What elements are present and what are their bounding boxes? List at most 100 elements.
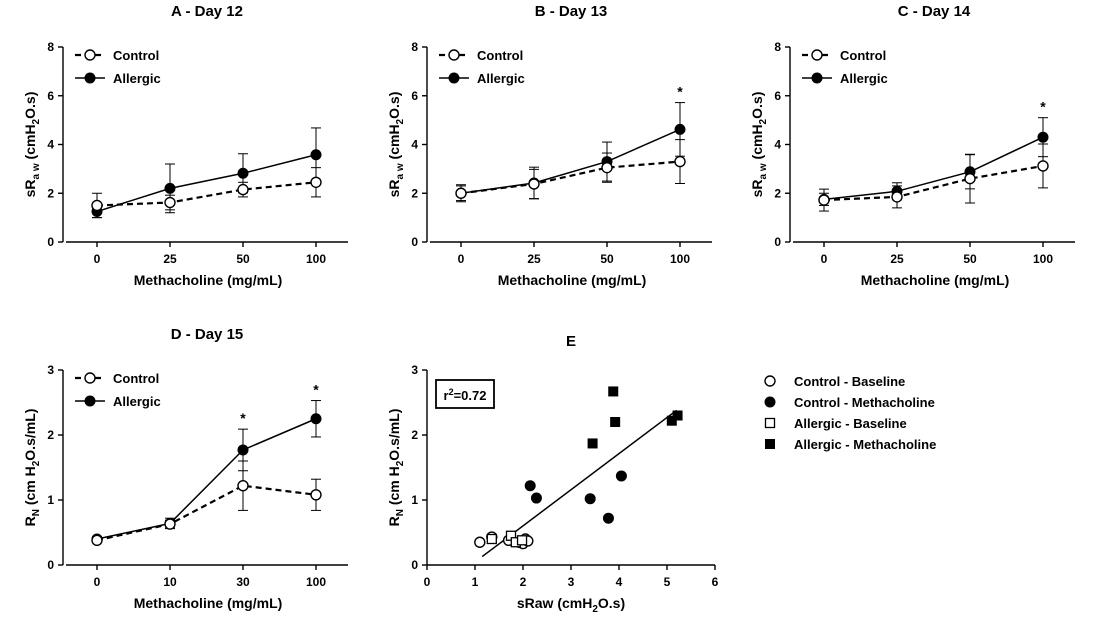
y-tick-label: 4 (774, 138, 781, 152)
series-allergic (91, 400, 322, 545)
y-tick-label: 0 (774, 235, 781, 249)
y-tick-label: 0 (411, 235, 418, 249)
r-squared-box (435, 379, 495, 409)
y-tick-label: 6 (774, 89, 781, 103)
panel-title: D - Day 15 (171, 326, 244, 343)
legend-marker (765, 439, 775, 449)
data-point (601, 161, 613, 174)
data-point (237, 444, 249, 456)
data-point (486, 533, 497, 545)
y-axis-label: sRa w (cmH2O.s) (386, 92, 406, 198)
series-allergic (455, 102, 686, 202)
x-tick-label: 100 (670, 252, 690, 266)
x-tick-label: 2 (520, 575, 527, 589)
legend-marker (84, 372, 96, 384)
series-control-methacholine (524, 470, 627, 524)
legend: Control Allergic (75, 48, 161, 86)
series-allergic (818, 117, 1049, 206)
data-point (818, 194, 830, 206)
data-point (310, 489, 322, 501)
significance-star: * (313, 382, 319, 398)
data-point (164, 196, 176, 209)
legend-label: Control (113, 48, 159, 63)
legend: Control Allergic (802, 48, 888, 86)
y-tick-label: 8 (774, 40, 781, 54)
panel-title: B - Day 13 (535, 3, 608, 20)
y-tick-label: 2 (411, 186, 418, 200)
data-point (584, 493, 596, 505)
x-tick-label: 4 (616, 575, 623, 589)
y-axis-label: sRa w (cmH2O.s) (749, 92, 769, 198)
legend-marker (84, 49, 96, 61)
series-control (91, 460, 322, 546)
x-tick-label: 25 (890, 252, 904, 266)
series-line (460, 160, 681, 195)
data-point (237, 183, 249, 196)
y-tick-label: 2 (47, 186, 54, 200)
y-tick-label: 2 (47, 428, 54, 442)
y-tick-label: 4 (411, 138, 418, 152)
x-tick-label: 100 (306, 252, 326, 266)
x-tick-label: 50 (236, 252, 250, 266)
panel-c: 0 2 4 6 8 0 25 50 100 C - Day 14 Methacholine (mg/… (749, 3, 1075, 288)
y-tick-label: 2 (411, 428, 418, 442)
series-line (96, 418, 317, 540)
series-control (818, 143, 1049, 212)
data-point (474, 536, 486, 548)
data-point (91, 199, 103, 212)
data-point (237, 167, 249, 179)
r-squared-label: r2=0.72 (444, 387, 487, 403)
legend-label: Control (477, 48, 523, 63)
x-tick-label: 25 (527, 252, 541, 266)
legend: Control Allergic (75, 371, 161, 409)
legend-label: Control (840, 48, 886, 63)
data-point (674, 123, 686, 135)
legend-label: Allergic (113, 394, 161, 409)
series-line (823, 164, 1044, 202)
data-point (1037, 160, 1049, 172)
panel-a: 0 2 4 6 8 0 25 50 100 A - Day 12 Methacholine (mg/… (22, 3, 348, 288)
series-control (91, 167, 322, 219)
legend-marker (764, 417, 776, 429)
series-allergic-baseline (486, 530, 528, 548)
legend-marker (764, 375, 776, 387)
x-tick-label: 10 (163, 575, 177, 589)
series-line (96, 181, 317, 207)
y-tick-label: 6 (47, 89, 54, 103)
y-tick-label: 3 (47, 363, 54, 377)
significance-star: * (1040, 99, 1046, 115)
data-point (237, 480, 249, 492)
x-tick-label: 0 (94, 575, 101, 589)
legend-marker (448, 49, 460, 61)
y-axis-label: RN (cm H2O.s/mL) (22, 409, 42, 527)
data-point (310, 176, 322, 188)
data-point (1037, 131, 1049, 143)
data-point (672, 410, 683, 421)
y-axis-label: sRa w (cmH2O.s) (22, 92, 42, 198)
legend-label: Allergic - Baseline (794, 416, 907, 431)
data-point (964, 172, 976, 185)
data-point (516, 535, 528, 546)
data-point (891, 191, 903, 203)
y-tick-label: 1 (47, 493, 54, 507)
panel-title: C - Day 14 (898, 3, 971, 20)
legend-label: Control - Baseline (794, 374, 905, 389)
series-line (96, 484, 317, 542)
data-point (530, 492, 542, 504)
x-tick-label: 6 (712, 575, 719, 589)
data-point (610, 417, 621, 427)
y-tick-label: 4 (47, 138, 54, 152)
x-tick-label: 30 (236, 575, 250, 589)
legend-marker (811, 49, 823, 61)
x-tick-label: 50 (963, 252, 977, 266)
significance-star: * (240, 410, 246, 426)
x-tick-label: 0 (458, 252, 465, 266)
y-tick-label: 6 (411, 89, 418, 103)
data-point (608, 386, 619, 397)
y-tick-label: 0 (47, 558, 54, 572)
legend-label: Allergic (477, 71, 525, 86)
series-line (823, 136, 1044, 201)
